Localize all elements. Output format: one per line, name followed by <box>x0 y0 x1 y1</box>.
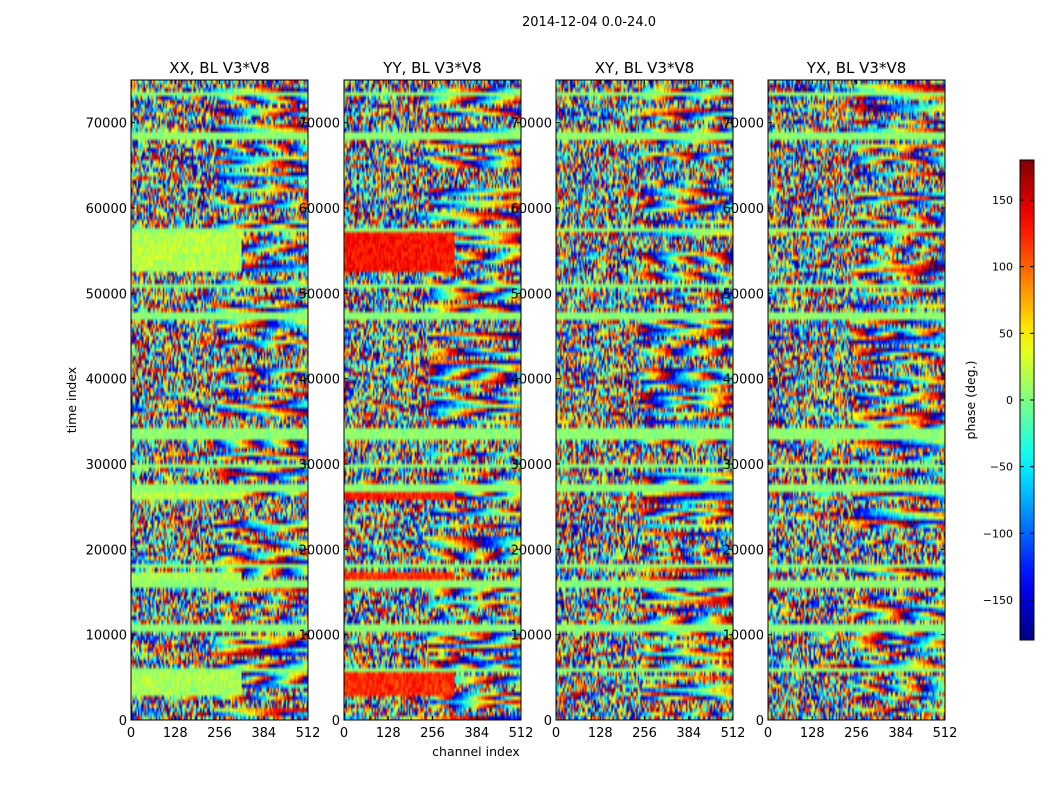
colorbar-tick-label: 150 <box>992 194 1013 207</box>
panel-title: XY, BL V3*V8 <box>595 59 695 77</box>
x-tick-label: 384 <box>251 726 276 741</box>
colorbar-tick-label: −150 <box>983 594 1013 607</box>
y-tick-label: 50000 <box>511 287 552 302</box>
y-tick-label: 40000 <box>299 373 340 388</box>
panels: XX, BL V3*V8 0 128 256 384 512 0 10000 20000 3000… <box>64 59 957 759</box>
y-tick-label: 30000 <box>511 458 552 473</box>
heatmap-image <box>768 80 945 720</box>
x-tick-label: 0 <box>552 726 560 741</box>
x-tick-label: 256 <box>844 726 869 741</box>
x-tick-label: 512 <box>721 726 746 741</box>
y-tick-label: 20000 <box>511 543 552 558</box>
x-tick-label: 256 <box>420 726 445 741</box>
y-tick-label: 10000 <box>299 629 340 644</box>
x-tick-label: 0 <box>764 726 772 741</box>
x-tick-label: 512 <box>933 726 958 741</box>
panel-title: YX, BL V3*V8 <box>806 59 907 77</box>
y-tick-label: 30000 <box>299 458 340 473</box>
y-tick-label: 60000 <box>723 202 764 217</box>
heatmap-image <box>556 80 733 720</box>
panel-yx: YX, BL V3*V8 0 128 256 384 512 0 10000 20000 3000… <box>723 59 958 741</box>
colorbar-tick-label: 100 <box>992 261 1013 274</box>
panel-yy: YY, BL V3*V8 0 128 256 384 512 0 10000 20000 3000… <box>299 59 534 741</box>
x-tick-label: 256 <box>632 726 657 741</box>
x-tick-label: 384 <box>888 726 913 741</box>
y-tick-label: 20000 <box>723 543 764 558</box>
colorbar-tick-label: −50 <box>990 461 1013 474</box>
y-tick-label: 60000 <box>86 202 127 217</box>
y-tick-label: 50000 <box>86 287 127 302</box>
colorbar-tick-label: 50 <box>999 327 1013 340</box>
y-tick-label: 0 <box>544 714 552 729</box>
x-tick-label: 0 <box>127 726 135 741</box>
y-tick-label: 30000 <box>723 458 764 473</box>
y-tick-label: 10000 <box>723 629 764 644</box>
y-tick-label: 70000 <box>299 117 340 132</box>
x-tick-label: 128 <box>376 726 401 741</box>
y-tick-label: 60000 <box>511 202 552 217</box>
x-axis-label: channel index <box>432 744 520 759</box>
panel-xy: XY, BL V3*V8 0 128 256 384 512 0 10000 20000 3000… <box>511 59 746 741</box>
y-tick-label: 50000 <box>299 287 340 302</box>
x-tick-label: 128 <box>800 726 825 741</box>
y-tick-label: 70000 <box>723 117 764 132</box>
y-tick-label: 50000 <box>723 287 764 302</box>
y-tick-label: 40000 <box>723 373 764 388</box>
x-tick-label: 128 <box>163 726 188 741</box>
y-tick-label: 20000 <box>299 543 340 558</box>
x-tick-label: 256 <box>207 726 232 741</box>
colorbar-tick-label: −100 <box>983 527 1013 540</box>
heatmap-image <box>131 80 308 720</box>
x-tick-label: 512 <box>509 726 534 741</box>
x-tick-label: 128 <box>588 726 613 741</box>
y-tick-label: 60000 <box>299 202 340 217</box>
y-tick-label: 0 <box>119 714 127 729</box>
y-tick-label: 70000 <box>86 117 127 132</box>
y-tick-label: 40000 <box>86 373 127 388</box>
x-tick-label: 384 <box>464 726 489 741</box>
heatmap-image <box>344 80 521 720</box>
x-tick-label: 384 <box>676 726 701 741</box>
panel-xx: XX, BL V3*V8 0 128 256 384 512 0 10000 20000 3000… <box>86 59 321 741</box>
y-axis-label: time index <box>64 367 79 433</box>
colorbar-tick-label: 0 <box>1006 394 1013 407</box>
panel-title: XX, BL V3*V8 <box>169 59 270 77</box>
colorbar-label: phase (deg.) <box>963 361 978 440</box>
y-tick-label: 20000 <box>86 543 127 558</box>
y-tick-label: 40000 <box>511 373 552 388</box>
colorbar: −150 −100 −50 0 50 100 150 phase (deg.) <box>963 159 1035 641</box>
y-tick-label: 30000 <box>86 458 127 473</box>
y-tick-label: 10000 <box>86 629 127 644</box>
figure-title: 2014-12-04 0.0-24.0 <box>522 15 656 30</box>
y-tick-label: 0 <box>332 714 340 729</box>
y-tick-label: 0 <box>756 714 764 729</box>
y-tick-label: 70000 <box>511 117 552 132</box>
x-tick-label: 512 <box>296 726 321 741</box>
x-tick-label: 0 <box>340 726 348 741</box>
panel-title: YY, BL V3*V8 <box>382 59 481 77</box>
y-tick-label: 10000 <box>511 629 552 644</box>
